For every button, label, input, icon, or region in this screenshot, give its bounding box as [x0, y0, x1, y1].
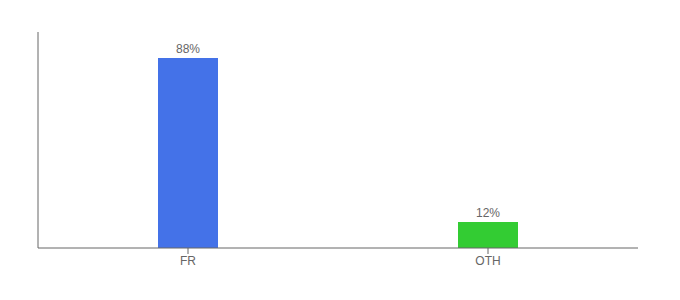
svg-text:FR: FR [180, 254, 196, 268]
svg-text:12%: 12% [476, 206, 500, 220]
svg-text:88%: 88% [176, 42, 200, 56]
svg-text:OTH: OTH [475, 254, 500, 268]
